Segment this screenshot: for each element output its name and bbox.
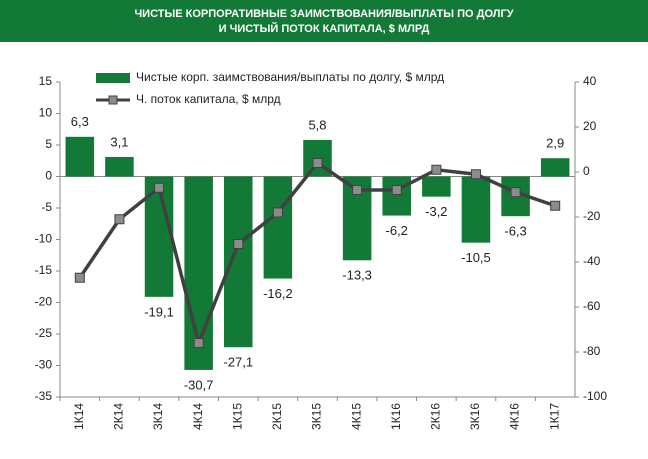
bar: [422, 176, 451, 197]
y-tick-label: -35: [35, 389, 53, 403]
y2-tick-label: -40: [583, 254, 601, 268]
bar: [65, 136, 95, 177]
y-tick-label: -10: [35, 232, 53, 246]
x-tick-label: 1К17: [547, 403, 561, 430]
y2-tick-label: -80: [583, 344, 601, 358]
bar: [540, 158, 570, 177]
legend-swatch: [96, 73, 130, 83]
x-tick-label: 1К14: [72, 403, 86, 430]
value-label: -30,7: [184, 377, 214, 392]
value-label: 6,3: [71, 114, 89, 129]
y2-tick-label: 40: [583, 74, 597, 88]
line-marker: [550, 200, 561, 211]
line-marker: [510, 187, 521, 198]
y2-tick-label: 0: [583, 164, 590, 178]
y-tick-label: -20: [35, 295, 53, 309]
value-label: -3,2: [425, 204, 447, 219]
y2-tick-label: -60: [583, 299, 601, 313]
y-tick-label: -15: [35, 263, 53, 277]
line-marker: [431, 164, 442, 175]
x-tick-label: 2К14: [112, 403, 126, 430]
chart-title: И ЧИСТЫЙ ПОТОК КАПИТАЛА, $ МЛРД: [219, 22, 430, 35]
x-tick-label: 4К14: [191, 403, 205, 430]
value-label: -13,3: [342, 268, 372, 283]
y-tick-label: 15: [39, 74, 53, 88]
legend-label: Ч. поток капитала, $ млрд: [136, 92, 281, 106]
line-marker: [312, 158, 323, 168]
x-tick-label: 3К14: [151, 403, 165, 430]
x-tick-label: 2К15: [270, 403, 284, 430]
x-tick-label: 4К15: [349, 403, 363, 430]
value-label: -19,1: [144, 304, 174, 319]
y-tick-label: 10: [39, 106, 53, 120]
legend-label: Чистые корп. заимствования/выплаты по до…: [136, 70, 444, 84]
x-tick-label: 1К15: [230, 403, 244, 430]
x-tick-label: 1К16: [389, 403, 403, 430]
value-label: -10,5: [461, 250, 491, 265]
value-label: -6,2: [386, 223, 408, 238]
bar: [224, 176, 253, 348]
line-marker: [154, 182, 165, 193]
bar: [263, 176, 293, 279]
x-tick-label: 3К16: [468, 403, 482, 430]
value-label: 3,1: [110, 134, 128, 149]
value-label: -6,3: [504, 224, 526, 239]
line-marker: [391, 185, 402, 195]
x-tick-label: 3К15: [310, 403, 324, 430]
y2-tick-label: -20: [583, 209, 601, 223]
line-marker: [470, 169, 481, 180]
value-label: 5,8: [308, 117, 326, 132]
y-tick-label: -5: [41, 200, 52, 214]
line-marker: [193, 338, 204, 348]
line-marker: [233, 239, 244, 249]
x-tick-label: 2К16: [429, 403, 443, 430]
y-tick-label: 5: [45, 137, 52, 151]
bar: [461, 176, 491, 243]
line-marker: [352, 185, 363, 195]
header-band: [0, 0, 648, 42]
value-label: -27,1: [223, 355, 253, 370]
legend-swatch: [108, 95, 118, 105]
bar: [382, 176, 411, 216]
y2-tick-label: -100: [583, 389, 607, 403]
value-label: -16,2: [263, 286, 293, 301]
line-marker: [74, 272, 85, 283]
y-tick-label: -30: [35, 358, 53, 372]
value-label: 2,9: [546, 136, 564, 151]
bar: [105, 156, 134, 177]
x-tick-label: 4К16: [508, 403, 522, 430]
y2-tick-label: 20: [583, 119, 597, 133]
chart-title: ЧИСТЫЕ КОРПОРАТИВНЫЕ ЗАИМСТВОВАНИЯ/ВЫПЛА…: [134, 8, 513, 20]
y-tick-label: 0: [45, 169, 52, 183]
y-tick-label: -25: [35, 326, 53, 340]
line-marker: [114, 214, 125, 225]
line-marker: [272, 207, 283, 218]
